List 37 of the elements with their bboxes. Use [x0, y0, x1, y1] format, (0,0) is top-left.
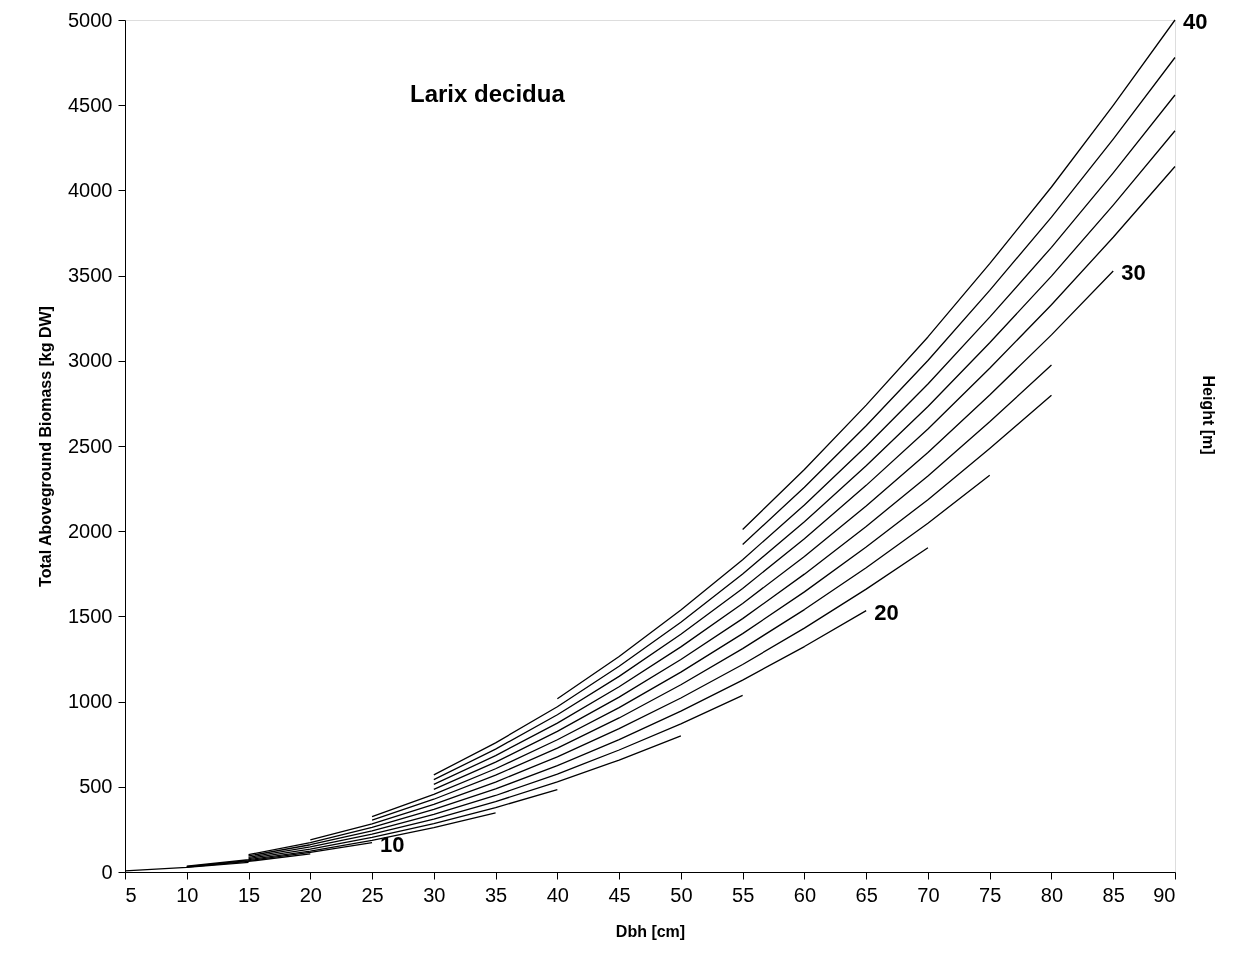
x-tick-label: 20 — [299, 883, 322, 906]
y-tick-label: 2500 — [68, 434, 113, 457]
y-tick-label: 3500 — [68, 264, 113, 287]
x-tick-label: 65 — [855, 883, 878, 906]
x-axis-title: Dbh [cm] — [615, 922, 686, 940]
series-label: 40 — [1183, 9, 1208, 34]
y-tick-label: 5000 — [68, 8, 113, 31]
y-tick-label: 4500 — [68, 93, 113, 116]
y-tick-label: 1500 — [68, 604, 113, 627]
y2-axis-title: Height [m] — [1200, 375, 1217, 455]
x-tick-label: 5 — [125, 883, 137, 906]
y-tick-label: 2000 — [68, 519, 113, 542]
text: Larix decidua — [410, 80, 566, 107]
x-tick-label: 35 — [484, 883, 508, 906]
y-tick-label: 3000 — [68, 349, 113, 372]
y-tick-label: 4000 — [68, 178, 113, 201]
x-tick-label: 30 — [423, 883, 446, 906]
x-tick-label: 85 — [1102, 883, 1125, 906]
x-tick-label: 55 — [732, 883, 755, 906]
x-tick-label: 15 — [237, 883, 261, 906]
x-tick-label: 80 — [1040, 883, 1064, 906]
y-tick-label: 1000 — [68, 690, 113, 713]
x-tick-label: 40 — [546, 883, 569, 906]
x-tick-label: 45 — [608, 883, 631, 906]
x-tick-label: 25 — [361, 883, 384, 906]
y-tick-label: 500 — [79, 775, 113, 798]
x-tick-label: 90 — [1153, 883, 1176, 906]
x-tick-label: 50 — [670, 883, 693, 906]
x-tick-label: 60 — [793, 883, 817, 906]
series-label: 10 — [380, 831, 405, 857]
series-label: 30 — [1121, 260, 1146, 285]
x-tick-label: 70 — [917, 883, 940, 906]
x-tick-label: 10 — [176, 883, 199, 906]
y-axis-title: Total Aboveground Biomass [kg DW] — [37, 306, 55, 587]
x-tick-label: 75 — [979, 883, 1002, 906]
y-tick-label: 0 — [101, 860, 113, 883]
series-label: 20 — [874, 599, 899, 625]
